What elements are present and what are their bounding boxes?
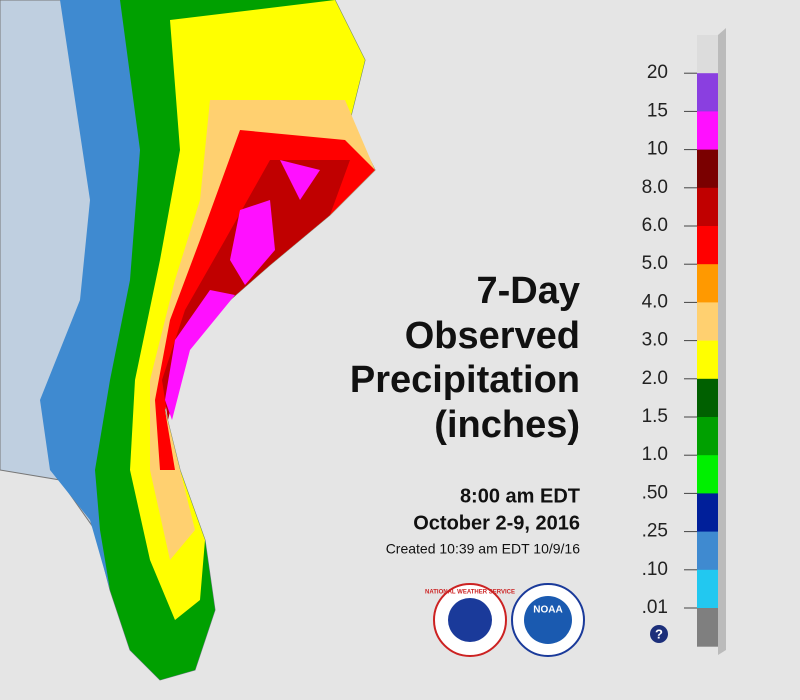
legend-color (697, 149, 718, 189)
legend-color (697, 569, 718, 609)
title-line: Precipitation (350, 359, 580, 401)
dates: October 2-9, 2016 (413, 512, 580, 534)
legend-label: 8.0 (642, 177, 668, 198)
map (0, 0, 376, 681)
legend-label: .01 (642, 597, 668, 618)
logo-text: NOAA (533, 605, 562, 616)
legend-color (697, 608, 718, 647)
legend-label: 4.0 (642, 291, 668, 312)
help-icon-text[interactable]: ? (655, 626, 663, 641)
legend-label: 20 (647, 62, 668, 83)
legend-color (697, 378, 718, 418)
nws-logo: NATIONAL WEATHER SERVICE (425, 583, 515, 657)
noaa-logo: NOAA (511, 583, 585, 657)
legend-label: 15 (647, 100, 668, 121)
legend-label: .50 (642, 482, 668, 503)
legend-label: 2.0 (642, 368, 668, 389)
legend-label: .10 (642, 559, 668, 580)
legend-color (697, 493, 718, 533)
legend-label: 1.5 (642, 406, 668, 427)
legend-label: 10 (647, 139, 668, 160)
legend-color (697, 340, 718, 380)
legend-color (697, 264, 718, 303)
legend-color (697, 111, 718, 151)
legend-label: 1.0 (642, 444, 668, 465)
created: Created 10:39 am EDT 10/9/16 (386, 541, 581, 557)
legend-color (697, 73, 718, 112)
help-icon[interactable] (650, 625, 668, 643)
time: 8:00 am EDT (460, 485, 580, 507)
legend-color (697, 226, 718, 265)
title-line: (inches) (434, 404, 580, 446)
legend-label: .25 (642, 521, 668, 542)
legend: 20 15 10 8.0 6.0 5.0 4.0 3.0 2.0 1.5 1.0 .50 .25 .10.… (642, 28, 726, 655)
logo-text: NATIONAL WEATHER SERVICE (425, 590, 515, 596)
legend-label: 5.0 (642, 253, 668, 274)
legend-color (697, 531, 718, 571)
legend-bar-side (718, 28, 726, 655)
title-line: 7-Day (477, 270, 581, 312)
legend-color (697, 302, 718, 342)
legend-color (697, 35, 718, 74)
legend-label: 3.0 (642, 330, 668, 351)
legend-label: 6.0 (642, 215, 668, 236)
title-line: Observed (405, 315, 580, 357)
legend-color (697, 417, 718, 456)
legend-color (697, 187, 718, 227)
legend-color (697, 455, 718, 494)
